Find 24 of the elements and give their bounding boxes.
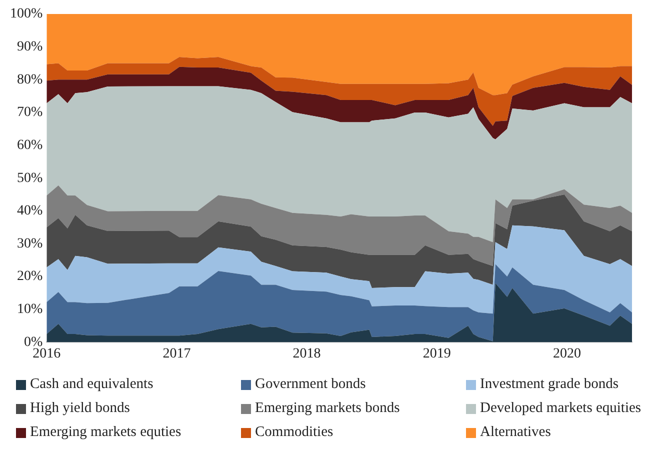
legend-label: Cash and equivalents bbox=[30, 376, 154, 393]
y-tick-label: 30% bbox=[16, 236, 43, 252]
y-tick-label: 20% bbox=[16, 269, 43, 284]
y-tick-label: 70% bbox=[16, 105, 43, 120]
x-tick-label: 2018 bbox=[292, 346, 321, 362]
legend-label: Investment grade bonds bbox=[480, 376, 619, 393]
legend-label: High yield bonds bbox=[30, 400, 130, 417]
legend-label: Commodities bbox=[255, 424, 334, 441]
legend-label: Government bonds bbox=[255, 376, 366, 393]
x-tick-label: 2016 bbox=[32, 346, 61, 362]
x-tick-label: 2017 bbox=[162, 346, 191, 362]
y-tick-label: 80% bbox=[16, 72, 43, 88]
y-tick-label: 60% bbox=[16, 138, 43, 153]
y-tick-label: 40% bbox=[16, 204, 43, 219]
legend-label: Developed markets equities bbox=[480, 400, 642, 417]
y-tick-label: 50% bbox=[16, 170, 43, 186]
x-tick-label: 2019 bbox=[422, 346, 451, 362]
legend-label: Emerging markets equties bbox=[30, 424, 182, 441]
legend-label: Emerging markets bonds bbox=[255, 400, 400, 417]
legend-label: Alternatives bbox=[480, 424, 551, 441]
y-tick-label: 90% bbox=[16, 39, 43, 54]
x-tick-label: 2020 bbox=[552, 346, 581, 362]
y-tick-label: 100% bbox=[10, 6, 43, 22]
y-tick-label: 10% bbox=[16, 302, 43, 318]
